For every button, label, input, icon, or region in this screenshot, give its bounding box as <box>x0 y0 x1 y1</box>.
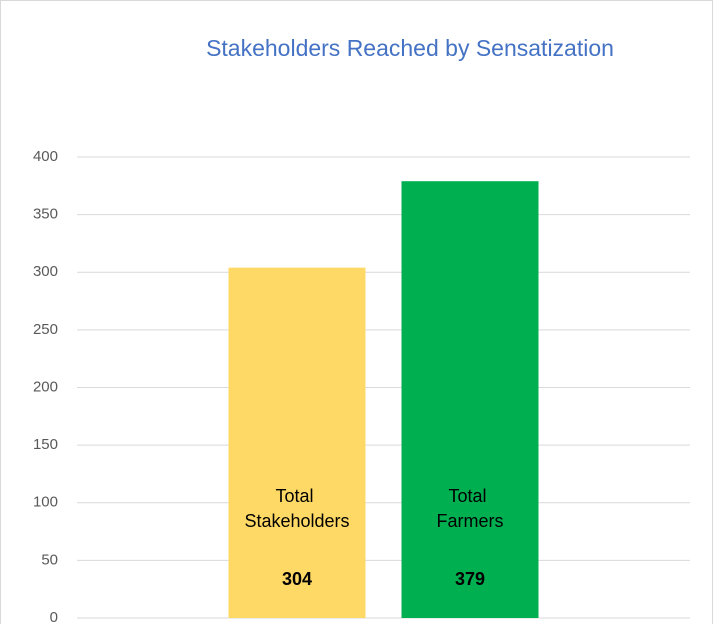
category-label: Total Farmers <box>437 486 504 531</box>
value-label: 379 <box>455 569 485 589</box>
value-label: 304 <box>282 569 312 589</box>
bar <box>401 181 539 618</box>
category-label-line: Farmers <box>437 511 504 531</box>
y-tick-label: 350 <box>33 206 58 223</box>
category-label-line: Total <box>448 486 491 506</box>
y-tick-label: 200 <box>33 378 58 395</box>
y-tick-label: 300 <box>33 263 58 280</box>
bar <box>228 267 366 618</box>
y-tick-label: 0 <box>50 609 58 624</box>
y-tick-label: 50 <box>41 551 58 568</box>
category-label-line: Stakeholders <box>244 511 349 531</box>
y-tick-label: 100 <box>33 494 58 511</box>
category-label: Total Stakeholders <box>244 486 349 531</box>
y-tick-label: 250 <box>33 321 58 338</box>
category-label-line: Total <box>275 486 318 506</box>
y-tick-label: 150 <box>33 436 58 453</box>
y-tick-label: 400 <box>33 148 58 165</box>
chart-title: Stakeholders Reached by Sensatization <box>206 35 614 61</box>
